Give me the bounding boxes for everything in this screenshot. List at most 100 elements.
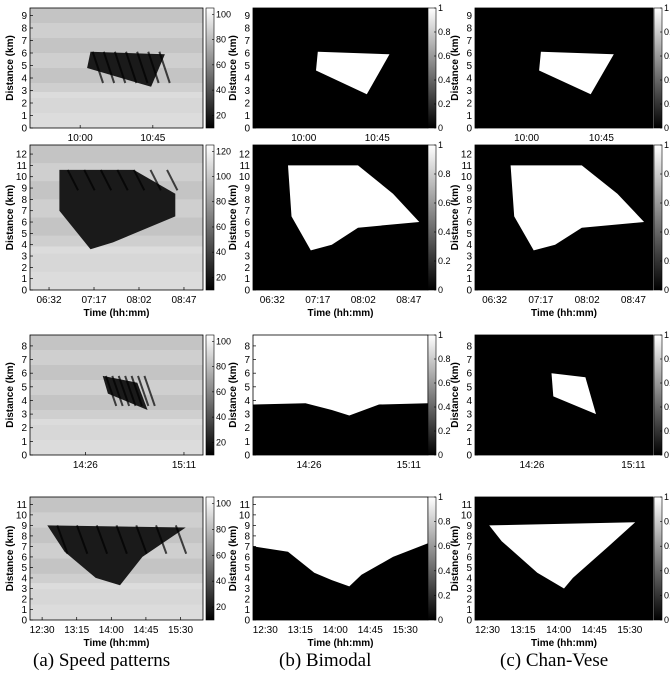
y-tick-label: 1 [21,605,27,616]
y-tick-label: 6 [466,369,472,380]
congestion-streak [136,51,149,84]
y-tick-label: 8 [466,24,472,35]
congestion-streak [143,375,156,407]
y-tick-label: 9 [466,11,472,22]
caption-c: (c) Chan-Vese [500,650,609,671]
colorbar-tick-label: 0.6 [438,541,451,551]
congestion-streak [56,525,69,555]
free-flow-band [30,246,203,290]
y-tick-label: 5 [244,382,250,393]
y-tick-label: 0 [21,616,27,627]
y-tick-label: 5 [466,563,472,574]
y-axis-label: Distance (km) [450,185,461,251]
y-tick-label: 3 [21,86,27,97]
x-tick-label: 10:00 [514,133,539,144]
y-tick-label: 3 [21,584,27,595]
y-tick-label: 5 [466,61,472,72]
y-tick-label: 8 [466,195,472,206]
congestion-streak [99,169,113,191]
y-tick-label: 2 [21,423,27,434]
x-axis-label: Time (hh:mm) [308,638,374,649]
plot-frame [474,496,654,621]
y-tick-label: 8 [244,24,250,35]
speed-band [30,23,203,38]
x-tick-label: 08:47 [396,295,421,306]
colorbar-tick-label: 0.2 [664,426,670,436]
y-tick-label: 0 [244,286,250,297]
x-tick-label: 14:45 [582,625,607,636]
y-tick-label: 11 [17,161,28,172]
colorbar-tick-label: 0.4 [438,402,451,412]
congestion-streak [117,375,131,407]
congestion-streak [130,375,143,407]
colorbar-tick-label: 0.6 [438,198,451,208]
y-tick-label: 6 [244,369,250,380]
x-tick-label: 10:45 [589,133,614,144]
y-tick-label: 2 [466,263,472,274]
colorbar-tick-label: 1 [664,330,669,340]
colorbar-tick-label: 0.2 [438,99,451,109]
congestion-streak [155,525,168,555]
y-tick-label: 3 [244,252,250,263]
congestion-streak [111,375,124,407]
x-tick-label: 06:32 [260,295,285,306]
colorbar-tick-label: 0.8 [664,169,670,179]
y-tick-label: 7 [244,355,250,366]
x-tick-label: 08:47 [171,295,196,306]
colorbar-tick-label: 80 [216,362,226,372]
free-flow-band [30,419,203,455]
congestion-streak [95,525,109,555]
colorbar-tick-label: 0.4 [664,227,670,237]
y-tick-label: 3 [21,252,27,263]
colorbar [427,334,437,456]
colorbar-tick-label: 20 [216,437,226,447]
colorbar-tick-label: 1 [664,492,669,502]
panel-3-1: 0 1 2 3 4 5 6 7 8 14:26 15:11 Distance (km) 20 40 60 80… [5,334,231,471]
congestion-streak [125,51,138,84]
colorbar-tick-label: 0.2 [664,256,670,266]
x-tick-label: 14:26 [296,460,321,471]
speed-band [30,335,203,350]
y-tick-label: 8 [21,341,27,352]
speed-band [30,395,203,410]
x-tick-label: 15:11 [621,460,646,471]
y-tick-label: 10 [239,510,251,521]
caption-a: (a) Speed patterns [33,650,171,671]
y-tick-label: 10 [239,172,251,183]
y-tick-label: 3 [244,86,250,97]
y-tick-label: 0 [466,451,472,462]
y-tick-label: 9 [21,521,27,532]
x-tick-label: 10:00 [291,133,316,144]
speed-band [30,38,203,53]
y-tick-label: 2 [244,263,250,274]
y-tick-label: 2 [21,263,27,274]
congestion-region [253,543,428,620]
x-tick-label: 07:17 [305,295,330,306]
colorbar-tick-label: 0 [664,450,669,460]
y-tick-label: 7 [21,355,27,366]
y-tick-label: 6 [466,552,472,563]
y-tick-label: 4 [466,240,472,251]
y-tick-label: 6 [21,218,27,229]
colorbar-tick-label: 60 [216,550,226,560]
y-tick-label: 4 [21,573,27,584]
y-tick-label: 7 [244,206,250,217]
y-tick-label: 10 [16,172,28,183]
congestion-streak [166,169,179,191]
y-axis-label: Distance (km) [228,362,239,428]
colorbar-tick-label: 0.8 [664,27,670,37]
plot-frame [29,334,204,456]
congestion-region [288,165,420,251]
y-tick-label: 4 [21,240,27,251]
y-tick-label: 2 [466,423,472,434]
y-tick-label: 1 [21,274,27,285]
x-tick-label: 08:02 [351,295,376,306]
x-tick-label: 14:45 [358,625,383,636]
y-tick-label: 2 [466,99,472,110]
colorbar-tick-label: 80 [216,197,226,207]
